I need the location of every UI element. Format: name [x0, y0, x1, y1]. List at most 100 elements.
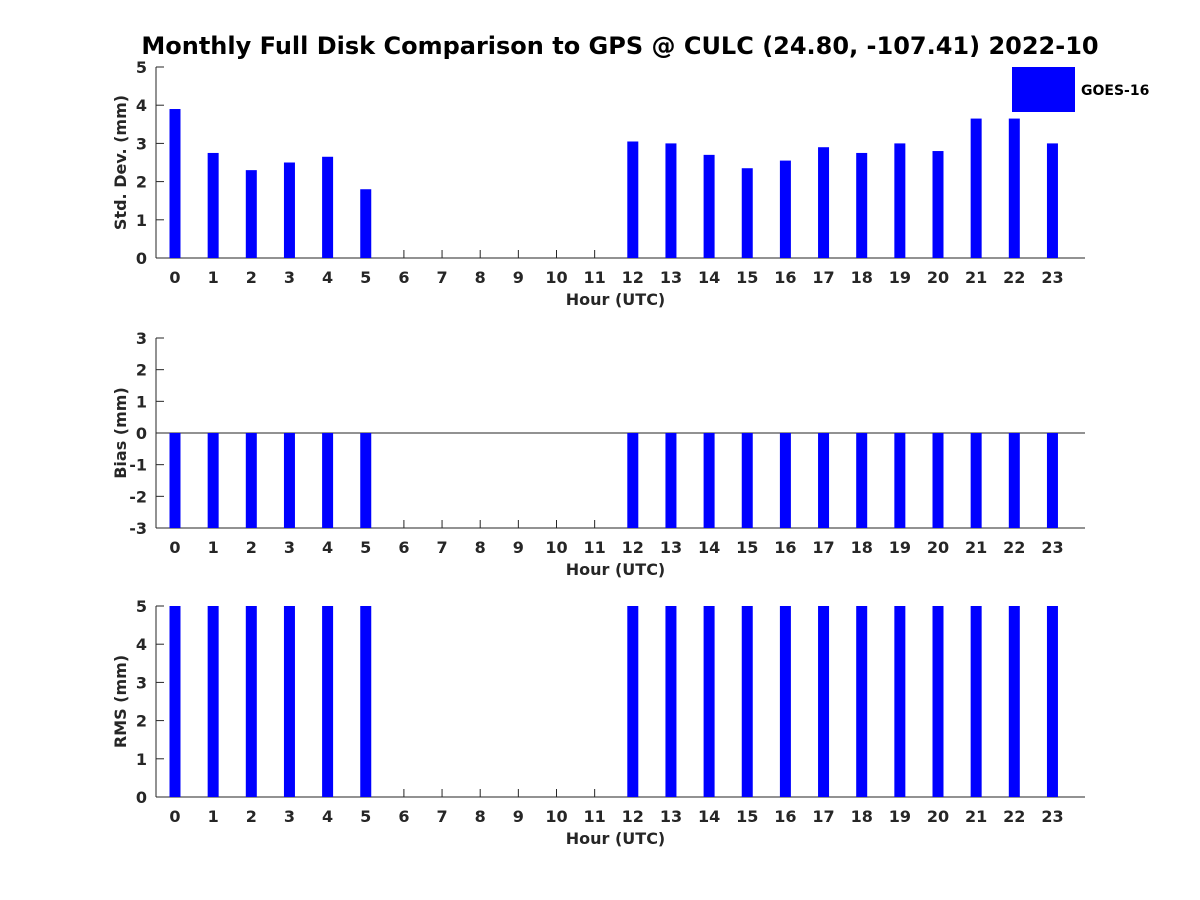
legend-swatch — [1012, 67, 1075, 112]
bar-hour-15 — [741, 433, 753, 528]
x-tick-label: 22 — [1003, 268, 1025, 287]
x-tick-label: 0 — [169, 538, 180, 557]
bar-hour-2 — [245, 170, 257, 258]
bar-hour-21 — [970, 433, 982, 528]
x-tick-label: 19 — [889, 538, 911, 557]
x-tick-label: 11 — [584, 807, 606, 826]
bar-hour-18 — [856, 152, 868, 258]
bar-hour-2 — [245, 606, 257, 797]
y-tick-label: 2 — [136, 361, 147, 380]
x-tick-label: 14 — [698, 268, 720, 287]
x-tick-label: 22 — [1003, 807, 1025, 826]
bar-hour-14 — [703, 433, 715, 528]
x-tick-label: 10 — [545, 268, 567, 287]
y-axis-label: Bias (mm) — [111, 387, 130, 479]
x-tick-label: 23 — [1041, 538, 1063, 557]
bar-hour-23 — [1046, 606, 1058, 797]
bar-hour-4 — [322, 606, 334, 797]
bar-hour-1 — [207, 606, 219, 797]
bar-hour-3 — [283, 433, 295, 528]
x-axis-label: Hour (UTC) — [566, 560, 666, 579]
x-tick-label: 7 — [436, 807, 447, 826]
bar-hour-4 — [322, 433, 334, 528]
x-tick-label: 21 — [965, 807, 987, 826]
y-tick-label: 0 — [136, 249, 147, 268]
bar-hour-12 — [627, 433, 639, 528]
x-tick-label: 0 — [169, 268, 180, 287]
x-tick-label: 17 — [812, 538, 834, 557]
bar-hour-19 — [894, 143, 906, 258]
x-tick-label: 18 — [851, 807, 873, 826]
bar-hour-5 — [360, 189, 372, 258]
y-tick-label: -2 — [129, 487, 147, 506]
x-tick-label: 16 — [774, 807, 796, 826]
x-tick-label: 8 — [475, 538, 486, 557]
bar-hour-18 — [856, 606, 868, 797]
bar-hour-14 — [703, 154, 715, 258]
bar-hour-20 — [932, 606, 944, 797]
y-tick-label: 3 — [136, 329, 147, 348]
bar-hour-21 — [970, 118, 982, 258]
bar-hour-16 — [779, 160, 791, 258]
bar-hour-0 — [169, 109, 181, 259]
y-tick-label: 2 — [136, 712, 147, 731]
y-tick-label: 1 — [136, 211, 147, 230]
y-tick-label: -3 — [129, 519, 147, 538]
bar-hour-22 — [1008, 433, 1020, 528]
y-tick-label: 2 — [136, 173, 147, 192]
bar-hour-5 — [360, 606, 372, 797]
chart-title: Monthly Full Disk Comparison to GPS @ CU… — [141, 32, 1098, 60]
bar-hour-20 — [932, 151, 944, 258]
x-tick-label: 4 — [322, 268, 333, 287]
x-tick-label: 5 — [360, 807, 371, 826]
bar-hour-12 — [627, 141, 639, 258]
x-tick-label: 2 — [246, 538, 257, 557]
legend: GOES-16 — [1012, 67, 1149, 112]
y-tick-label: 3 — [136, 134, 147, 153]
y-tick-label: 3 — [136, 673, 147, 692]
y-tick-label: 1 — [136, 392, 147, 411]
x-tick-label: 19 — [889, 807, 911, 826]
bar-hour-23 — [1046, 143, 1058, 258]
y-axis-label: RMS (mm) — [111, 655, 130, 748]
bar-hour-22 — [1008, 118, 1020, 258]
bar-hour-1 — [207, 152, 219, 258]
x-tick-label: 11 — [584, 268, 606, 287]
x-tick-label: 13 — [660, 807, 682, 826]
bar-hour-15 — [741, 168, 753, 258]
legend-label: GOES-16 — [1081, 83, 1149, 99]
x-tick-label: 14 — [698, 538, 720, 557]
x-tick-label: 1 — [208, 538, 219, 557]
x-axis-label: Hour (UTC) — [566, 829, 666, 848]
x-tick-label: 18 — [851, 538, 873, 557]
x-tick-label: 5 — [360, 268, 371, 287]
x-tick-label: 23 — [1041, 268, 1063, 287]
bar-hour-13 — [665, 143, 677, 258]
x-tick-label: 13 — [660, 268, 682, 287]
y-axis-label: Std. Dev. (mm) — [111, 95, 130, 230]
x-tick-label: 9 — [513, 268, 524, 287]
x-tick-label: 12 — [622, 268, 644, 287]
x-tick-label: 16 — [774, 538, 796, 557]
x-tick-label: 4 — [322, 538, 333, 557]
bar-hour-5 — [360, 433, 372, 528]
x-tick-label: 10 — [545, 538, 567, 557]
x-tick-label: 7 — [436, 538, 447, 557]
x-tick-label: 3 — [284, 538, 295, 557]
y-tick-label: 5 — [136, 58, 147, 77]
x-tick-label: 5 — [360, 538, 371, 557]
x-axis-label: Hour (UTC) — [566, 290, 666, 309]
x-tick-label: 11 — [584, 538, 606, 557]
x-tick-label: 6 — [398, 538, 409, 557]
x-tick-label: 20 — [927, 807, 949, 826]
x-tick-label: 12 — [622, 538, 644, 557]
x-tick-label: 12 — [622, 807, 644, 826]
y-tick-label: 4 — [136, 635, 147, 654]
x-tick-label: 9 — [513, 807, 524, 826]
x-tick-label: 14 — [698, 807, 720, 826]
bar-hour-22 — [1008, 606, 1020, 797]
bar-hour-12 — [627, 606, 639, 797]
bar-hour-17 — [818, 433, 830, 528]
x-tick-label: 15 — [736, 268, 758, 287]
